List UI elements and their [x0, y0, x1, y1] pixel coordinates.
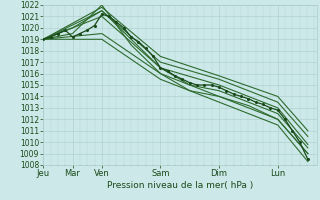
X-axis label: Pression niveau de la mer( hPa ): Pression niveau de la mer( hPa ) — [107, 181, 253, 190]
